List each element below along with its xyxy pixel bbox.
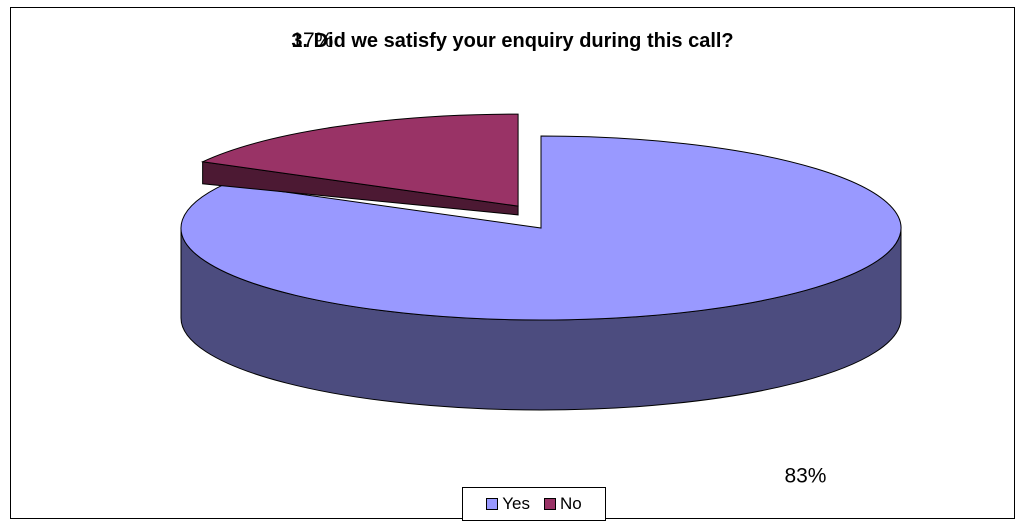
legend-item-no: No — [544, 494, 582, 514]
legend-swatch-yes — [486, 498, 499, 510]
legend-label-yes: Yes — [502, 494, 530, 513]
pie-slice-yes — [180, 135, 902, 321]
data-label-yes: 83% — [784, 464, 826, 487]
data-label-no: 17% — [291, 29, 333, 52]
chart-legend: Yes No — [462, 487, 606, 521]
legend-label-no: No — [560, 494, 582, 513]
legend-swatch-no — [544, 498, 556, 510]
pie-slice-no — [200, 113, 519, 207]
legend-item-yes: Yes — [486, 494, 530, 514]
chart-title: 3. Did we satisfy your enquiry during th… — [291, 30, 734, 52]
